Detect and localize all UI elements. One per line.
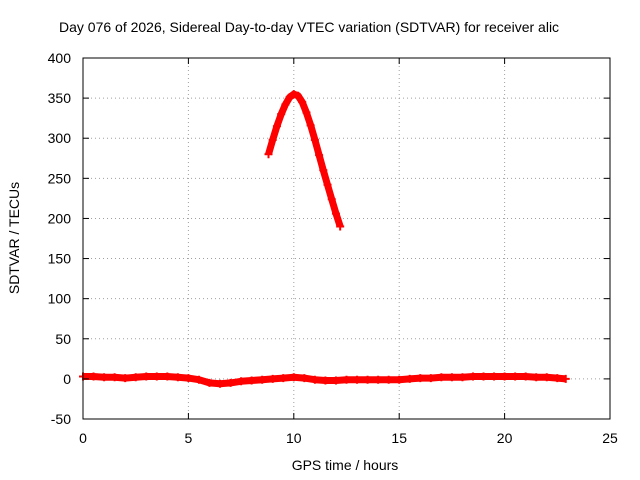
y-tick-label: 50	[55, 331, 71, 347]
gridlines	[83, 58, 610, 419]
x-tick-label: 0	[79, 430, 87, 446]
chart-title: Day 076 of 2026, Sidereal Day-to-day VTE…	[59, 19, 559, 35]
data-point	[289, 90, 298, 99]
data-point	[310, 375, 319, 384]
data-point	[395, 375, 404, 384]
data-point	[426, 374, 435, 383]
data-point	[342, 375, 351, 384]
data-point	[310, 135, 319, 144]
y-tick-label: 250	[48, 170, 72, 186]
data-point	[216, 379, 225, 388]
x-axis-label: GPS time / hours	[292, 457, 399, 473]
y-axis-label: SDTVAR / TECUs	[6, 182, 22, 294]
data-point	[110, 373, 119, 382]
data-point	[131, 373, 140, 382]
data-point	[511, 372, 520, 381]
data-point	[532, 373, 541, 382]
data-point	[363, 375, 372, 384]
data-point	[194, 375, 203, 384]
y-tick-label: 300	[48, 130, 72, 146]
data-point	[327, 195, 336, 204]
data-point	[319, 166, 328, 175]
data-point	[321, 376, 330, 385]
data-point	[205, 378, 214, 387]
data-point	[490, 372, 499, 381]
data-point	[289, 373, 298, 382]
x-tick-label: 15	[391, 430, 407, 446]
data-point	[437, 373, 446, 382]
data-point	[237, 377, 246, 386]
data-point	[163, 372, 172, 381]
data-point	[306, 121, 315, 130]
data-point	[152, 372, 161, 381]
data-point	[447, 373, 456, 382]
y-tick-label: 150	[48, 251, 72, 267]
x-tick-label: 20	[497, 430, 513, 446]
data-point	[298, 98, 307, 107]
data-point	[315, 151, 324, 160]
axis-ticks: -50 0 50 100 150 200 250 300 350 400 0 5 10 15 20 25	[48, 50, 618, 446]
data-point	[302, 108, 311, 117]
data-point	[500, 372, 509, 381]
data-point	[258, 375, 267, 384]
data-point	[226, 378, 235, 387]
data-layer	[79, 90, 570, 388]
y-tick-label: 350	[48, 90, 72, 106]
data-point	[268, 135, 277, 144]
data-point	[384, 375, 393, 384]
y-tick-label: -50	[51, 411, 71, 427]
data-point	[285, 93, 294, 102]
data-point	[100, 373, 109, 382]
data-point	[142, 372, 151, 381]
data-point	[277, 110, 286, 119]
data-point	[323, 180, 332, 189]
plot-frame	[82, 57, 611, 420]
x-tick-label: 5	[185, 430, 193, 446]
x-tick-label: 10	[286, 430, 302, 446]
y-tick-label: 0	[63, 371, 71, 387]
data-point	[405, 374, 414, 383]
data-point	[89, 372, 98, 381]
data-point	[268, 374, 277, 383]
data-point	[458, 373, 467, 382]
data-point	[542, 373, 551, 382]
data-point	[184, 374, 193, 383]
data-point	[561, 374, 570, 383]
data-point	[468, 372, 477, 381]
data-point	[281, 100, 290, 109]
data-point	[416, 374, 425, 383]
data-point	[264, 150, 273, 159]
data-point	[479, 372, 488, 381]
x-tick-label: 25	[602, 430, 618, 446]
data-point	[279, 374, 288, 383]
y-tick-label: 400	[48, 50, 72, 66]
data-point	[336, 222, 345, 231]
y-tick-label: 100	[48, 291, 72, 307]
data-point	[521, 372, 530, 381]
data-point	[331, 209, 340, 218]
data-point	[173, 373, 182, 382]
data-point	[331, 376, 340, 385]
data-point	[374, 375, 383, 384]
data-point	[300, 374, 309, 383]
data-point	[553, 374, 562, 383]
data-point	[247, 376, 256, 385]
data-point	[294, 91, 303, 100]
data-point	[121, 374, 130, 383]
data-point	[353, 375, 362, 384]
data-point	[272, 122, 281, 131]
y-tick-label: 200	[48, 210, 72, 226]
